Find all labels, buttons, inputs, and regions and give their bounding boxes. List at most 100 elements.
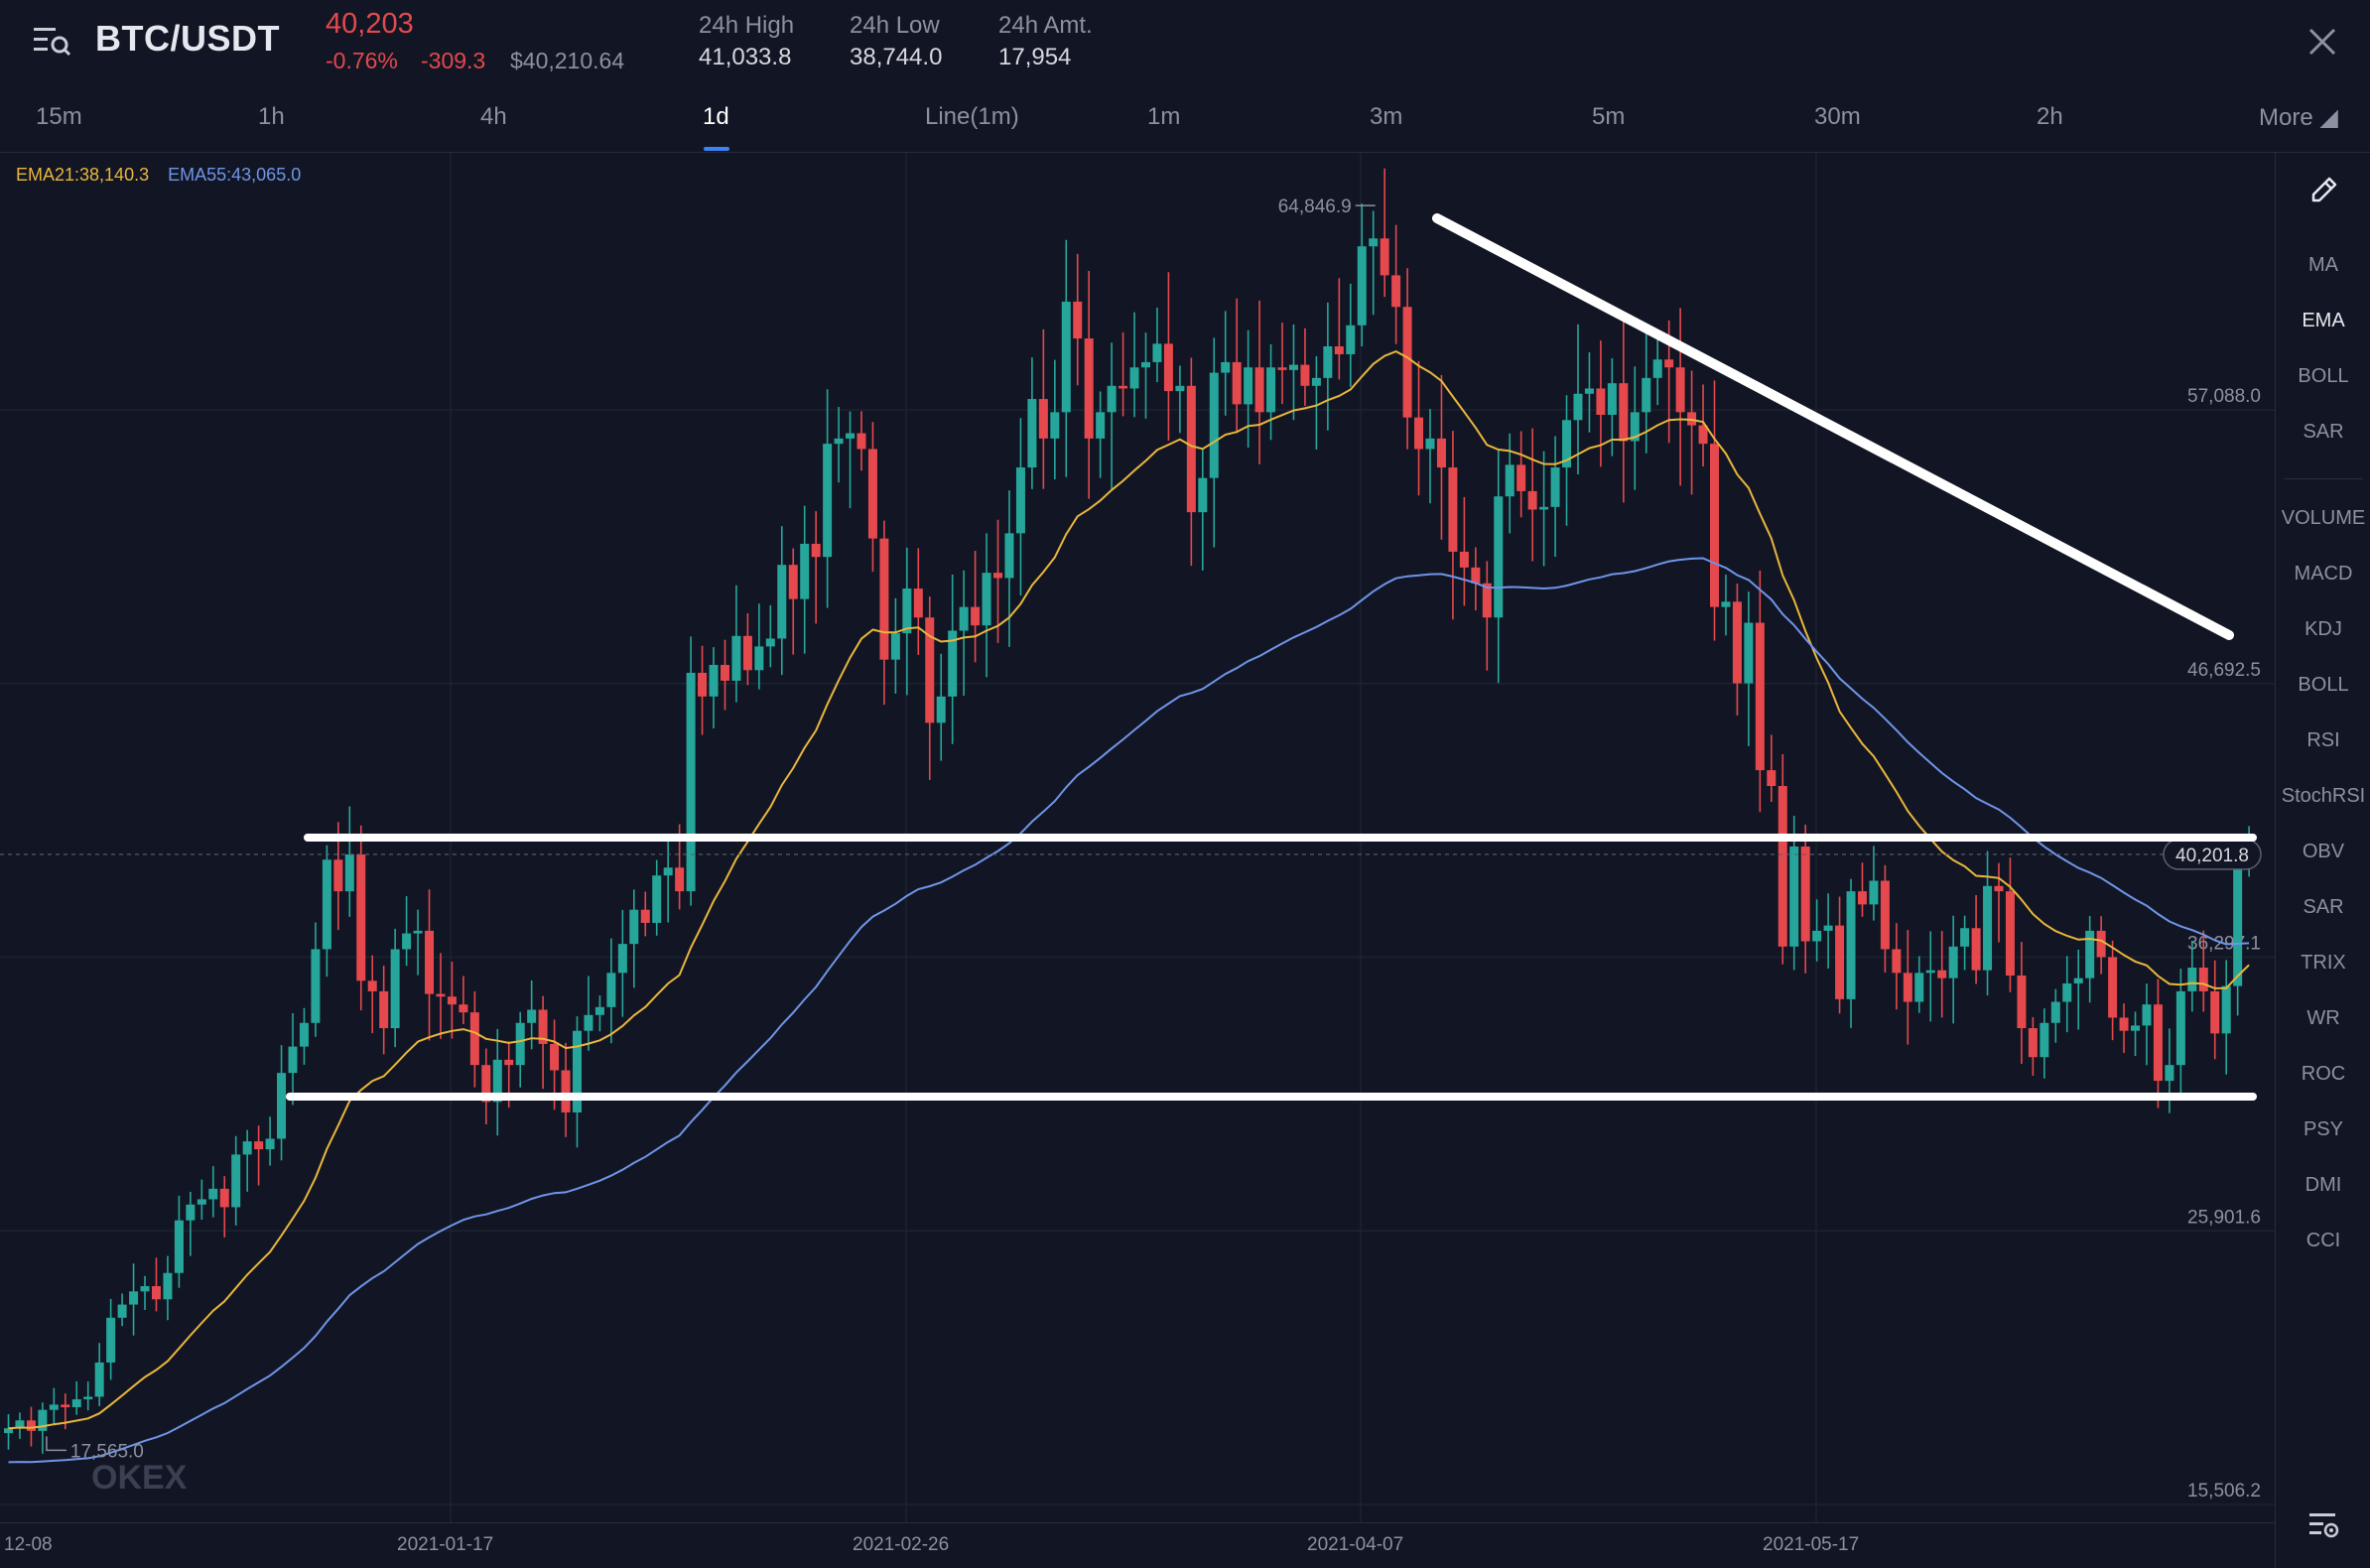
change-absolute: -309.3 (421, 48, 486, 73)
candle-body (1300, 364, 1310, 386)
candle-body (1505, 464, 1514, 497)
indicator-wr[interactable]: WR (2306, 1007, 2340, 1029)
settings-icon[interactable] (2305, 1506, 2341, 1542)
candle-body (1004, 533, 1014, 579)
candle-body (1710, 444, 1719, 607)
tab-line-1m[interactable]: Line(1m) (925, 103, 1019, 130)
candle-body (1869, 880, 1879, 905)
tab-4h[interactable]: 4h (480, 103, 507, 130)
indicator-obv[interactable]: OBV (2302, 841, 2345, 862)
indicator-dmi[interactable]: DMI (2304, 1174, 2342, 1196)
candle-body (1755, 622, 1765, 771)
chart-area[interactable]: 57,088.0 46,692.5 36,297.1 25,901.6 15,506.2… (0, 153, 2275, 1522)
candle-body (879, 538, 889, 660)
candle-body (265, 1138, 275, 1150)
tab-2h[interactable]: 2h (2037, 103, 2063, 130)
candle-body (1914, 973, 1924, 1002)
candle-body (1789, 847, 1799, 947)
candle-body (2198, 968, 2208, 991)
candle-body (106, 1317, 116, 1363)
tab-more[interactable]: More ◢ (2259, 104, 2338, 131)
tab-5m[interactable]: 5m (1592, 103, 1626, 130)
candle-body (481, 1065, 491, 1103)
indicator-ema[interactable]: EMA (2302, 310, 2345, 331)
candle-body (2062, 982, 2072, 1002)
tab-1m[interactable]: 1m (1147, 103, 1181, 130)
tab-1h[interactable]: 1h (258, 103, 285, 130)
candle-body (800, 543, 810, 599)
candle-body (1971, 928, 1981, 971)
indicator-roc[interactable]: ROC (2301, 1063, 2346, 1085)
indicator-boll-main[interactable]: BOLL (2298, 365, 2349, 387)
candle-body (459, 1004, 468, 1013)
close-icon[interactable] (2304, 24, 2340, 60)
candle-body (538, 1009, 548, 1044)
candle-body (1288, 364, 1298, 370)
indicator-cci[interactable]: CCI (2305, 1230, 2341, 1251)
indicator-macd[interactable]: MACD (2294, 563, 2353, 585)
candle-body (777, 565, 787, 639)
candle-body (640, 909, 650, 923)
candle-body (1448, 467, 1458, 552)
candle-body (174, 1220, 184, 1273)
ema21-legend: EMA21:38,140.3 (16, 165, 150, 185)
candle-body (1119, 385, 1128, 389)
indicator-sar-sub[interactable]: SAR (2303, 896, 2344, 918)
candle-body (277, 1073, 287, 1139)
candle-body (1152, 343, 1162, 362)
candle-body (1880, 880, 1890, 950)
indicator-kdj[interactable]: KDJ (2304, 618, 2342, 640)
candle-body (151, 1285, 161, 1300)
indicator-sar-main[interactable]: SAR (2303, 421, 2344, 443)
candle-body (2187, 968, 2197, 991)
candle-body (2028, 1028, 2038, 1058)
candle-body (515, 1022, 525, 1066)
candle-body (1960, 928, 1970, 947)
price-level-label: 46,692.5 (2187, 660, 2261, 681)
menu-search-icon[interactable] (32, 22, 71, 58)
candle-body (1823, 925, 1833, 931)
high-marker-label: 64,846.9 (1278, 196, 1352, 217)
indicator-volume[interactable]: VOLUME (2281, 507, 2366, 529)
candle-body (1027, 399, 1037, 468)
candle-body (834, 438, 844, 445)
candle-body (186, 1204, 196, 1221)
candle-body (219, 1188, 229, 1208)
pencil-icon[interactable] (2305, 173, 2341, 208)
pair-title[interactable]: BTC/USDT (95, 18, 280, 59)
candle-body (311, 949, 321, 1023)
candle-body (1380, 238, 1389, 276)
indicator-psy[interactable]: PSY (2303, 1118, 2344, 1140)
candle-body (2017, 975, 2027, 1029)
candle-body (469, 1012, 479, 1066)
candlestick-chart[interactable]: 57,088.046,692.536,297.125,901.615,506.2… (0, 153, 2275, 1522)
trendline-descending (1432, 213, 2234, 640)
candle-body (2142, 1004, 2152, 1026)
candle-body (4, 1428, 13, 1434)
candle-body (1096, 412, 1106, 439)
tab-3m[interactable]: 3m (1370, 103, 1403, 130)
indicator-trix[interactable]: TRIX (2301, 952, 2346, 974)
candle-body (1903, 973, 1912, 1002)
candle-body (1277, 367, 1287, 370)
candle-body (1198, 477, 1208, 513)
tab-1d[interactable]: 1d (703, 103, 729, 130)
candle-body (1652, 359, 1662, 378)
candle-body (492, 1059, 502, 1103)
tab-30m[interactable]: 30m (1814, 103, 1861, 130)
indicator-boll-sub[interactable]: BOLL (2298, 674, 2349, 696)
x-axis-label: 2021-05-17 (1763, 1534, 1860, 1555)
candle-body (754, 646, 764, 671)
candle-body (1562, 420, 1572, 468)
candle-body (2073, 978, 2083, 983)
indicator-rsi[interactable]: RSI (2306, 729, 2340, 751)
tab-15m[interactable]: 15m (36, 103, 82, 130)
candle-body (1334, 346, 1344, 354)
indicator-ma[interactable]: MA (2308, 254, 2338, 276)
okex-watermark: OKEX (91, 1459, 188, 1497)
indicator-stochrsi[interactable]: StochRSI (2281, 785, 2366, 807)
candle-body (1835, 925, 1845, 999)
candle-body (1744, 622, 1754, 684)
candle-body (1607, 383, 1617, 415)
candle-body (117, 1304, 127, 1318)
